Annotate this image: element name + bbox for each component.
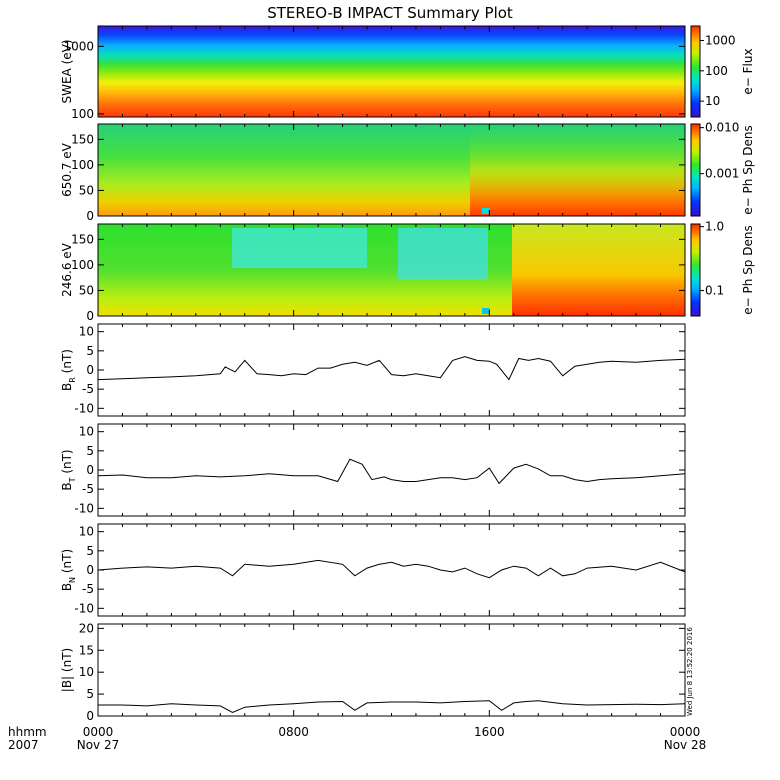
heatmap-246-right-hot — [512, 224, 685, 316]
colorbar-tick-label: 0.1 — [705, 284, 724, 298]
y-tick-label: 0 — [86, 709, 94, 723]
heatmap-246-cyan-region-2 — [398, 228, 488, 280]
y-tick-label: -10 — [74, 501, 94, 515]
y-tick-label: 5 — [86, 444, 94, 458]
timestamp-label: Wed Jun 8 13:52:20 2016 — [686, 627, 694, 716]
y-tick-label: -5 — [82, 582, 94, 596]
colorbar-1-fill — [691, 26, 700, 117]
y-tick-label: -5 — [82, 482, 94, 496]
y-tick-label: 0 — [86, 209, 94, 223]
y-tick-label: 10 — [79, 425, 94, 439]
colorbar-tick-label: 0.010 — [705, 121, 739, 135]
data-series-line — [97, 356, 686, 381]
heatmap-650-dropout — [482, 208, 490, 214]
x-tick-label: 0800 — [278, 725, 309, 739]
y-axis-label: 246.6 eV — [60, 242, 74, 297]
heatmap-650-right-hot — [470, 124, 685, 216]
colorbar-tick-label: 100 — [705, 64, 728, 78]
colorbar-2-frame — [690, 123, 701, 217]
y-tick-label: 100 — [71, 258, 94, 272]
colorbar-1-frame — [690, 25, 701, 118]
heatmap-246-dropout — [482, 308, 490, 314]
heatmap-246-cyan-region-1 — [232, 228, 367, 268]
data-series-line — [97, 458, 686, 485]
y-tick-label: 10 — [79, 325, 94, 339]
colorbar-3 — [690, 223, 701, 317]
data-series-line — [98, 700, 686, 714]
heatmap-swea-field — [98, 26, 685, 117]
y-tick-label: 10 — [79, 525, 94, 539]
y-axis-label: 650.7 eV — [60, 142, 74, 197]
y-tick-label: 50 — [79, 283, 94, 297]
y-tick-label: 50 — [79, 183, 94, 197]
data-series-line — [97, 559, 686, 579]
colorbar-label: e− Ph Sp Dens — [741, 225, 755, 314]
y-tick-label: 20 — [79, 621, 94, 635]
y-tick-label: 150 — [71, 132, 94, 146]
colorbar-tick-label: 1000 — [705, 33, 736, 47]
y-axis-label: BR (nT) — [60, 349, 77, 391]
colorbar-1 — [690, 25, 701, 118]
colorbar-tick-label: 1.0 — [705, 220, 724, 234]
panel-bt-frame — [97, 423, 686, 517]
y-tick-label: 0 — [86, 363, 94, 377]
x-tick-label: 1600 — [474, 725, 505, 739]
heatmap-panel-swea — [97, 25, 686, 118]
y-tick-label: 150 — [71, 232, 94, 246]
y-tick-label: 10 — [79, 665, 94, 679]
y-tick-label: 5 — [86, 687, 94, 701]
y-tick-label: 1000 — [63, 39, 94, 53]
y-tick-label: 15 — [79, 643, 94, 657]
plot-title: STEREO-B IMPACT Summary Plot — [267, 4, 513, 22]
y-axis-label: |B| (nT) — [60, 648, 74, 692]
x-date-end: Nov 28 — [664, 738, 707, 752]
y-axis-label: BT (nT) — [60, 449, 77, 490]
y-axis-label: SWEA (eV) — [60, 39, 74, 103]
y-tick-label: 5 — [86, 544, 94, 558]
colorbar-3-fill — [691, 224, 700, 316]
y-tick-label: 100 — [71, 107, 94, 121]
colorbar-2 — [690, 123, 701, 217]
y-tick-label: 0 — [86, 463, 94, 477]
colorbar-2-fill — [691, 124, 700, 216]
x-corner-hhmm: hhmm — [8, 725, 47, 739]
y-tick-label: -10 — [74, 401, 94, 415]
y-tick-label: 100 — [71, 158, 94, 172]
y-tick-label: 0 — [86, 309, 94, 323]
heatmap-swea-texture — [98, 26, 685, 117]
x-tick-label: 0000 — [83, 725, 114, 739]
colorbar-3-frame — [690, 223, 701, 317]
y-tick-label: -10 — [74, 601, 94, 615]
x-corner-year: 2007 — [8, 738, 39, 752]
panel-br-frame — [97, 323, 686, 417]
y-tick-label: 5 — [86, 344, 94, 358]
y-axis-label: BN (nT) — [60, 549, 77, 591]
colorbar-label: e− Ph Sp Dens — [741, 125, 755, 214]
x-date-start: Nov 27 — [77, 738, 120, 752]
colorbar-tick-label: 10 — [705, 94, 720, 108]
panel-bn-frame — [97, 523, 686, 617]
colorbar-label: e− Flux — [741, 48, 755, 94]
heatmap-panel-246 — [97, 223, 686, 317]
colorbar-tick-label: 0.001 — [705, 167, 739, 181]
y-tick-label: -5 — [82, 382, 94, 396]
x-tick-label: 0000 — [670, 725, 701, 739]
y-tick-label: 0 — [86, 563, 94, 577]
heatmap-panel-650 — [97, 123, 686, 217]
